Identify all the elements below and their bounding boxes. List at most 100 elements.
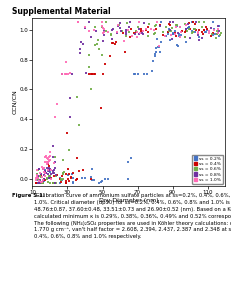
Point	[187, 27, 191, 32]
Point	[52, 170, 55, 175]
Point	[48, 167, 52, 171]
Point	[60, 177, 64, 182]
Point	[204, 26, 208, 31]
Point	[78, 47, 82, 52]
Point	[159, 20, 162, 25]
Point	[134, 28, 137, 33]
Point	[36, 176, 39, 180]
Point	[215, 26, 219, 31]
Point	[64, 178, 67, 183]
Point	[58, 181, 62, 185]
Point	[194, 20, 197, 25]
Point	[36, 177, 40, 182]
Point	[58, 178, 62, 183]
Y-axis label: CCN/CN: CCN/CN	[12, 90, 17, 114]
Point	[46, 169, 50, 173]
Point	[135, 25, 139, 30]
Point	[45, 161, 49, 166]
Point	[45, 160, 49, 165]
Point	[68, 70, 72, 75]
Point	[37, 167, 41, 171]
Point	[88, 175, 92, 180]
Point	[40, 181, 43, 185]
Point	[97, 181, 100, 185]
Point	[76, 20, 80, 25]
Point	[93, 72, 97, 77]
Point	[42, 170, 45, 175]
Point	[144, 72, 148, 77]
Point	[47, 164, 50, 168]
Point	[46, 168, 49, 172]
Legend: ss = 0.2%, ss = 0.4%, ss = 0.6%, ss = 0.8%, ss = 1.0%: ss = 0.2%, ss = 0.4%, ss = 0.6%, ss = 0.…	[191, 154, 222, 184]
Point	[210, 30, 213, 35]
Point	[209, 32, 213, 37]
Point	[141, 31, 144, 36]
Point	[63, 72, 67, 77]
Point	[182, 35, 186, 40]
Point	[128, 20, 132, 25]
Point	[106, 177, 110, 182]
Point	[216, 24, 220, 28]
Point	[47, 159, 51, 164]
Point	[81, 168, 84, 172]
Point	[87, 29, 91, 34]
Point	[145, 34, 149, 39]
Point	[212, 31, 216, 36]
Point	[42, 176, 46, 181]
Point	[67, 147, 70, 152]
Point	[178, 25, 181, 29]
Point	[121, 31, 125, 36]
Point	[93, 25, 96, 30]
Point	[35, 172, 38, 177]
Point	[52, 181, 55, 185]
Point	[87, 53, 91, 58]
Point	[71, 181, 74, 185]
Point	[115, 30, 119, 35]
Point	[36, 181, 40, 185]
Point	[146, 30, 149, 35]
Point	[171, 20, 174, 25]
Point	[173, 22, 177, 27]
Point	[216, 24, 219, 29]
Point	[92, 27, 96, 32]
Point	[202, 30, 206, 35]
Point	[116, 22, 120, 27]
Point	[137, 30, 141, 35]
Point	[41, 181, 45, 185]
Point	[134, 30, 137, 35]
Point	[36, 180, 40, 185]
Point	[84, 70, 87, 75]
Point	[129, 27, 133, 32]
Point	[176, 31, 179, 36]
Point	[138, 28, 142, 33]
Point	[186, 24, 190, 29]
Point	[149, 69, 153, 74]
Point	[165, 29, 169, 34]
Point	[103, 20, 107, 25]
Point	[48, 170, 52, 175]
Point	[139, 31, 143, 35]
Point	[41, 178, 45, 183]
Point	[87, 20, 91, 25]
Point	[42, 177, 46, 182]
Point	[151, 58, 154, 63]
Point	[173, 28, 176, 33]
Point	[157, 22, 161, 27]
Point	[161, 32, 164, 37]
Point	[214, 29, 218, 34]
Point	[167, 23, 171, 28]
Point	[54, 174, 58, 179]
Point	[52, 174, 56, 179]
Point	[163, 34, 167, 39]
Point	[41, 167, 45, 172]
Point	[102, 32, 106, 37]
Point	[48, 158, 52, 163]
Point	[92, 72, 96, 77]
Point	[137, 26, 140, 31]
Point	[132, 31, 136, 35]
Point	[102, 177, 106, 182]
Point	[177, 24, 181, 29]
Point	[166, 26, 170, 31]
Point	[46, 160, 49, 165]
Point	[101, 30, 105, 34]
